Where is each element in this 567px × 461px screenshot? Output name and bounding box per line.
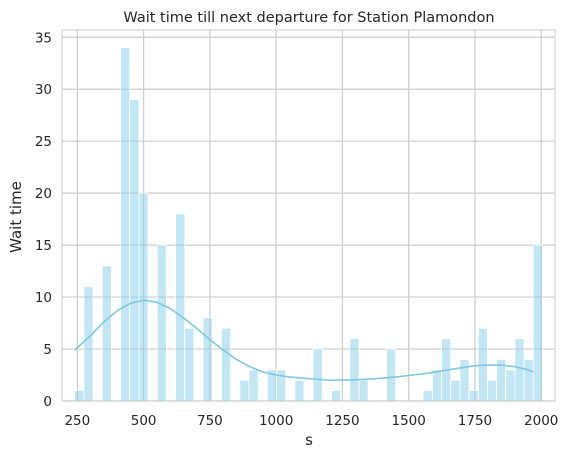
y-tick-label: 10 <box>35 290 52 306</box>
y-tick-labels: 0 5 10 15 20 25 30 35 <box>35 30 52 410</box>
x-axis-label: s <box>305 431 313 449</box>
histogram-bar <box>505 369 516 402</box>
x-tick-label: 500 <box>131 413 157 429</box>
histogram-bar <box>101 265 112 402</box>
histogram-bar <box>83 286 94 402</box>
bars-layer <box>74 47 543 402</box>
y-tick-label: 0 <box>43 394 52 410</box>
y-tick-label: 25 <box>35 134 52 150</box>
histogram-bar <box>294 379 305 402</box>
plot-frame <box>61 29 556 402</box>
x-tick-labels: 250 500 750 1000 1250 1500 1750 2000 <box>64 413 558 429</box>
histogram-bar <box>120 47 131 402</box>
histogram-bar <box>331 390 342 402</box>
kde-line <box>74 299 534 382</box>
y-tick-label: 20 <box>35 186 52 202</box>
histogram-bar <box>221 327 232 402</box>
histogram-bar <box>156 244 167 402</box>
histogram-bar <box>450 379 461 402</box>
histogram-bar <box>184 327 195 402</box>
x-tick-label: 250 <box>64 413 90 429</box>
kde-layer <box>74 299 534 382</box>
histogram-bar <box>248 369 259 402</box>
x-tick-label: 1500 <box>392 413 426 429</box>
histogram-bar <box>239 379 250 402</box>
histogram-bar <box>202 317 213 402</box>
y-tick-label: 30 <box>35 82 52 98</box>
y-tick-label: 35 <box>35 30 52 46</box>
histogram-bar <box>532 244 543 402</box>
histogram-bar <box>312 348 323 402</box>
chart-title: Wait time till next departure for Statio… <box>123 10 494 26</box>
x-tick-label: 750 <box>197 413 223 429</box>
histogram-bar <box>514 338 525 402</box>
histogram-bar <box>431 369 442 402</box>
histogram-bar <box>138 192 149 402</box>
histogram-bar <box>422 390 433 402</box>
histogram-bar <box>386 348 397 402</box>
y-axis-label: Wait time <box>7 181 25 253</box>
histogram-bar <box>459 359 470 402</box>
histogram-bar <box>468 390 479 402</box>
histogram-bar <box>129 99 140 402</box>
x-tick-label: 1750 <box>458 413 492 429</box>
y-tick-label: 15 <box>35 238 52 254</box>
histogram-bar <box>358 379 369 402</box>
histogram-bar <box>74 390 85 402</box>
y-tick-label: 5 <box>43 342 52 358</box>
histogram-bar <box>349 338 360 402</box>
histogram-bar <box>523 359 534 402</box>
histogram-bar <box>175 213 186 402</box>
x-tick-label: 1000 <box>259 413 293 429</box>
x-tick-label: 1250 <box>325 413 359 429</box>
histogram-bar <box>487 379 497 402</box>
x-tick-label: 2000 <box>524 413 558 429</box>
